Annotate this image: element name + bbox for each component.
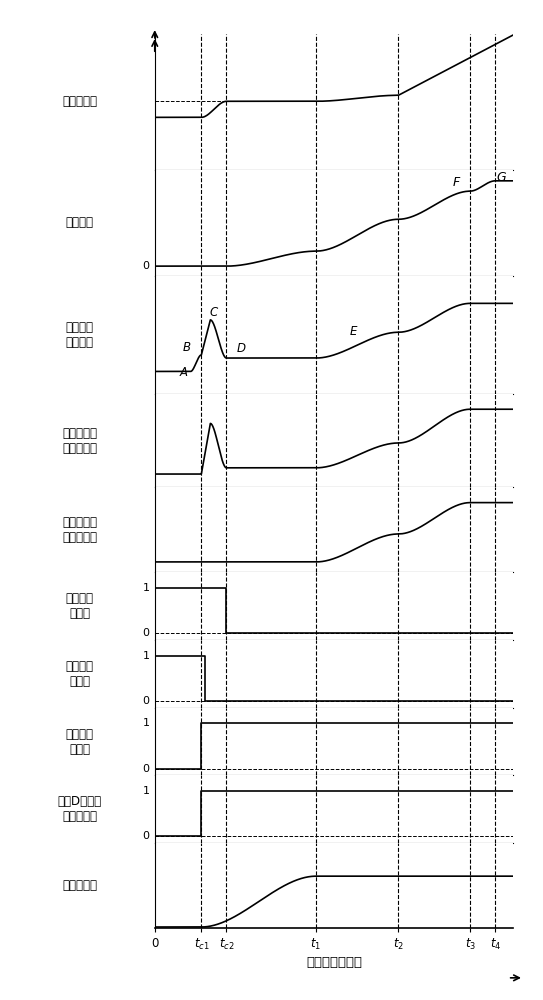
Text: G: G [496,171,506,184]
Text: B: B [183,341,191,354]
Text: 闭锁离合器
结合侧油压: 闭锁离合器 结合侧油压 [62,427,97,455]
Text: F: F [452,176,459,189]
Text: 发动机转速: 发动机转速 [62,95,97,108]
Text: 闭锁离合
器占空比: 闭锁离合 器占空比 [66,321,93,349]
Text: 前进D挡手柄
在挡标志位: 前进D挡手柄 在挡标志位 [58,795,102,823]
Text: E: E [350,325,357,338]
Text: 制动信号
标志位: 制动信号 标志位 [66,592,93,620]
Text: 手刹信号
标志位: 手刹信号 标志位 [66,660,93,688]
Text: 1: 1 [142,786,149,796]
Text: 节气门开度: 节气门开度 [62,879,97,892]
Text: 涡轮转速: 涡轮转速 [66,216,93,229]
Text: 0: 0 [142,831,149,841]
Text: 0: 0 [142,764,149,774]
Text: 1: 1 [142,651,149,661]
Text: 工况成立
标志位: 工况成立 标志位 [66,728,93,756]
Text: 1: 1 [142,718,149,728]
Text: 0: 0 [142,628,149,638]
Text: 0: 0 [142,696,149,706]
Text: 1: 1 [142,583,149,593]
Text: 闭锁离合器
片间正压力: 闭锁离合器 片间正压力 [62,516,97,544]
Text: A: A [179,366,187,379]
Text: C: C [210,306,218,319]
Text: D: D [236,342,245,355]
X-axis label: 离合器结合时间: 离合器结合时间 [306,956,362,969]
Text: 0: 0 [142,261,149,271]
